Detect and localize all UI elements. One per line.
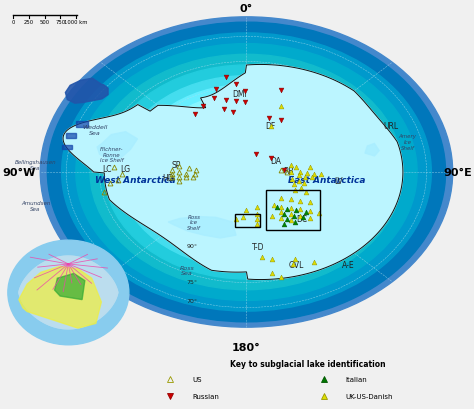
Text: West Antarctica: West Antarctica xyxy=(95,175,175,184)
Text: HD: HD xyxy=(163,173,174,182)
Text: DMI: DMI xyxy=(232,90,247,99)
Circle shape xyxy=(142,94,351,251)
Circle shape xyxy=(47,23,446,322)
Polygon shape xyxy=(19,267,101,328)
Polygon shape xyxy=(65,79,108,104)
Text: 0°: 0° xyxy=(240,4,253,13)
Text: Amery
Ice
Shelf: Amery Ice Shelf xyxy=(399,134,417,151)
Text: 90°W: 90°W xyxy=(2,168,36,178)
Bar xyxy=(76,122,88,128)
Polygon shape xyxy=(365,144,379,157)
Circle shape xyxy=(171,116,322,229)
Polygon shape xyxy=(168,217,236,238)
Circle shape xyxy=(90,55,403,290)
Text: Weddell
Sea: Weddell Sea xyxy=(82,124,108,135)
Text: Bellingshausen
Sea: Bellingshausen Sea xyxy=(15,160,56,171)
Text: RB: RB xyxy=(283,167,293,176)
Text: East Antarctica: East Antarctica xyxy=(288,175,366,184)
Text: 75°: 75° xyxy=(186,279,198,284)
Circle shape xyxy=(152,101,341,244)
Text: A-E: A-E xyxy=(342,261,355,270)
Text: URL: URL xyxy=(383,122,399,131)
Text: GVL: GVL xyxy=(289,261,304,270)
Text: US: US xyxy=(192,376,202,382)
Circle shape xyxy=(130,85,363,260)
Circle shape xyxy=(104,66,389,279)
Circle shape xyxy=(40,18,453,327)
Polygon shape xyxy=(19,256,118,329)
Text: DF: DF xyxy=(265,122,275,131)
Circle shape xyxy=(62,34,431,311)
Text: DA: DA xyxy=(270,156,282,165)
Text: DC: DC xyxy=(296,214,308,223)
Text: 70°: 70° xyxy=(186,298,198,303)
Text: LC: LC xyxy=(102,164,111,173)
Bar xyxy=(266,191,320,231)
Text: Filchner-
Ronne
Ice Shelf: Filchner- Ronne Ice Shelf xyxy=(100,146,123,163)
Text: LV: LV xyxy=(335,177,343,186)
Polygon shape xyxy=(97,133,137,161)
Text: 1000 km: 1000 km xyxy=(64,20,88,25)
Text: Italian: Italian xyxy=(346,376,367,382)
Circle shape xyxy=(8,240,129,345)
Text: LG: LG xyxy=(120,164,131,173)
Text: T-D: T-D xyxy=(252,243,264,252)
Polygon shape xyxy=(63,65,403,280)
Text: Russian: Russian xyxy=(192,393,219,400)
Polygon shape xyxy=(55,274,85,300)
Text: Ross
Sea: Ross Sea xyxy=(180,265,195,276)
Text: UK-US-Danish: UK-US-Danish xyxy=(346,393,393,400)
Text: 750: 750 xyxy=(55,20,65,25)
Text: 500: 500 xyxy=(39,20,50,25)
Text: Amundsen
Sea: Amundsen Sea xyxy=(21,201,50,212)
Circle shape xyxy=(76,45,417,301)
Text: Key to subglacial lake identification: Key to subglacial lake identification xyxy=(230,359,386,368)
Text: SP: SP xyxy=(172,161,181,170)
Circle shape xyxy=(161,108,332,237)
Text: Ross
Ice
Shelf: Ross Ice Shelf xyxy=(187,214,201,231)
Bar xyxy=(62,145,72,149)
Bar xyxy=(66,133,76,139)
Text: 250: 250 xyxy=(24,20,34,25)
Text: 90°: 90° xyxy=(186,244,198,249)
Polygon shape xyxy=(19,256,118,329)
Bar xyxy=(235,214,260,228)
Text: 90°E: 90°E xyxy=(443,168,472,178)
Circle shape xyxy=(118,76,374,269)
Text: 0: 0 xyxy=(11,20,15,25)
Text: 180°: 180° xyxy=(232,342,261,352)
